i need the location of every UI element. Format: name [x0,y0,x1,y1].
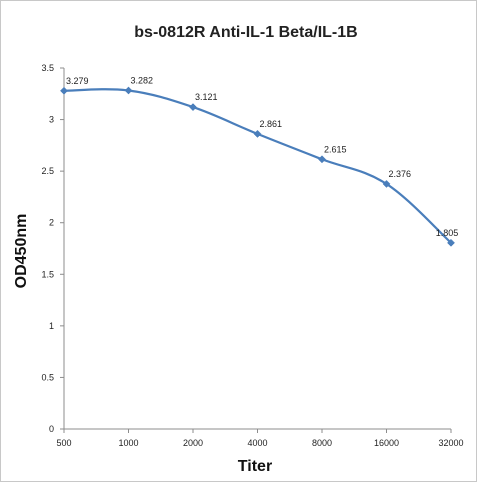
data-point [253,129,262,138]
y-tick-label: 1 [49,321,54,331]
y-axis-ticks: 0 0.5 1 1.5 2 2.5 3 3.5 [41,63,64,434]
data-label: 2.615 [324,144,347,154]
y-tick-label: 3.5 [41,63,54,73]
x-tick-label: 8000 [312,438,332,448]
data-point [124,86,133,95]
x-tick-label: 2000 [183,438,203,448]
y-tick-label: 0.5 [41,372,54,382]
axes [63,68,451,430]
data-label: 3.279 [66,76,89,86]
x-tick-label: 1000 [118,438,138,448]
series-line [63,88,452,244]
data-point [318,155,326,164]
data-series [63,88,452,244]
x-axis-title: Titer [238,458,272,475]
x-tick-label: 32000 [438,438,463,448]
y-axis-title: OD450nm [13,214,30,289]
data-label: 3.121 [195,92,218,102]
data-labels: 3.279 3.282 3.121 2.861 2.615 2.376 1.805 [66,75,458,237]
data-point [447,238,455,247]
data-label: 3.282 [131,75,154,85]
y-tick-label: 1.5 [41,269,54,279]
y-tick-label: 3 [49,115,54,125]
data-point [382,179,391,188]
chart-title: bs-0812R Anti-IL-1 Beta/IL-1B [134,24,357,41]
data-label: 1.805 [436,228,459,238]
x-tick-label: 500 [56,438,71,448]
data-point [189,103,197,112]
x-tick-label: 16000 [374,438,399,448]
data-label: 2.861 [260,119,283,129]
x-tick-label: 4000 [247,438,267,448]
data-point [60,86,68,95]
y-tick-label: 2 [49,218,54,228]
x-axis-ticks: 500 1000 2000 4000 8000 16000 32000 [56,429,464,448]
data-points [60,86,455,247]
data-label: 2.376 [389,169,412,179]
y-tick-label: 2.5 [41,166,54,176]
y-tick-label: 0 [49,424,54,434]
